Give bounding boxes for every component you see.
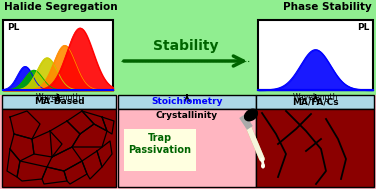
- Text: Passivation: Passivation: [129, 145, 191, 155]
- Bar: [256, 95, 374, 109]
- Text: Halide Segregation: Halide Segregation: [4, 2, 118, 12]
- Text: Wavelength: Wavelength: [35, 93, 81, 102]
- Text: Phase Stability: Phase Stability: [283, 2, 372, 12]
- Bar: [256, 109, 374, 187]
- Bar: [118, 109, 256, 187]
- Bar: [0, 95, 376, 189]
- Text: PL: PL: [7, 23, 20, 32]
- Bar: [124, 129, 196, 171]
- Ellipse shape: [261, 163, 265, 169]
- Text: Crystallinity: Crystallinity: [156, 111, 218, 120]
- Text: PL: PL: [356, 23, 369, 32]
- Bar: [258, 20, 373, 90]
- Text: MA-Based: MA-Based: [34, 98, 84, 106]
- Bar: [2, 109, 116, 187]
- Bar: [3, 20, 113, 90]
- Text: MA/FA/Cs: MA/FA/Cs: [292, 98, 338, 106]
- Bar: [118, 95, 256, 109]
- Text: Stoichiometry: Stoichiometry: [151, 98, 223, 106]
- Text: Trap: Trap: [148, 133, 172, 143]
- Text: Wavelength: Wavelength: [293, 93, 338, 102]
- Ellipse shape: [245, 109, 258, 121]
- Bar: [2, 95, 116, 109]
- Text: Stability: Stability: [153, 39, 218, 53]
